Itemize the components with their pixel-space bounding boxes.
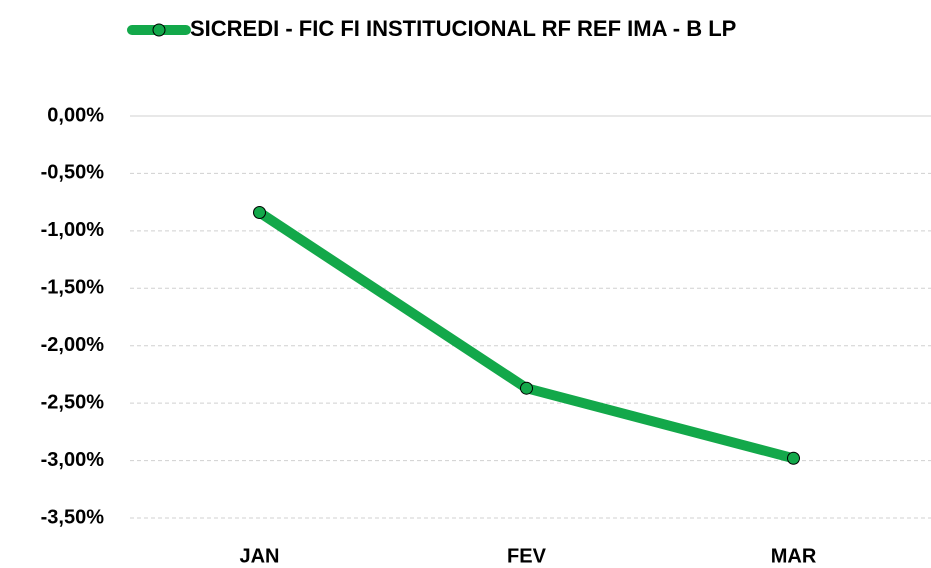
point-marker	[520, 381, 533, 395]
y-tick-label: -1,00%	[41, 219, 105, 241]
point-marker	[787, 451, 800, 465]
y-tick-label: -0,50%	[41, 162, 105, 184]
series-line	[254, 207, 799, 464]
legend-label: SICREDI - FIC FI INSTITUCIONAL RF REF IM…	[190, 16, 736, 41]
x-tick-label: JAN	[239, 545, 279, 567]
y-tick-label: -3,50%	[41, 506, 105, 528]
point-marker	[253, 205, 266, 219]
y-tick-label: -2,50%	[41, 391, 105, 413]
legend-marker	[152, 23, 166, 37]
y-tick-label: -3,00%	[41, 449, 105, 471]
y-tick-label: 0,00%	[47, 104, 104, 126]
x-tick-label: FEV	[507, 545, 547, 567]
x-tick-label: MAR	[771, 545, 817, 567]
y-tick-label: -2,00%	[41, 334, 105, 356]
y-tick-label: -1,50%	[41, 277, 105, 299]
